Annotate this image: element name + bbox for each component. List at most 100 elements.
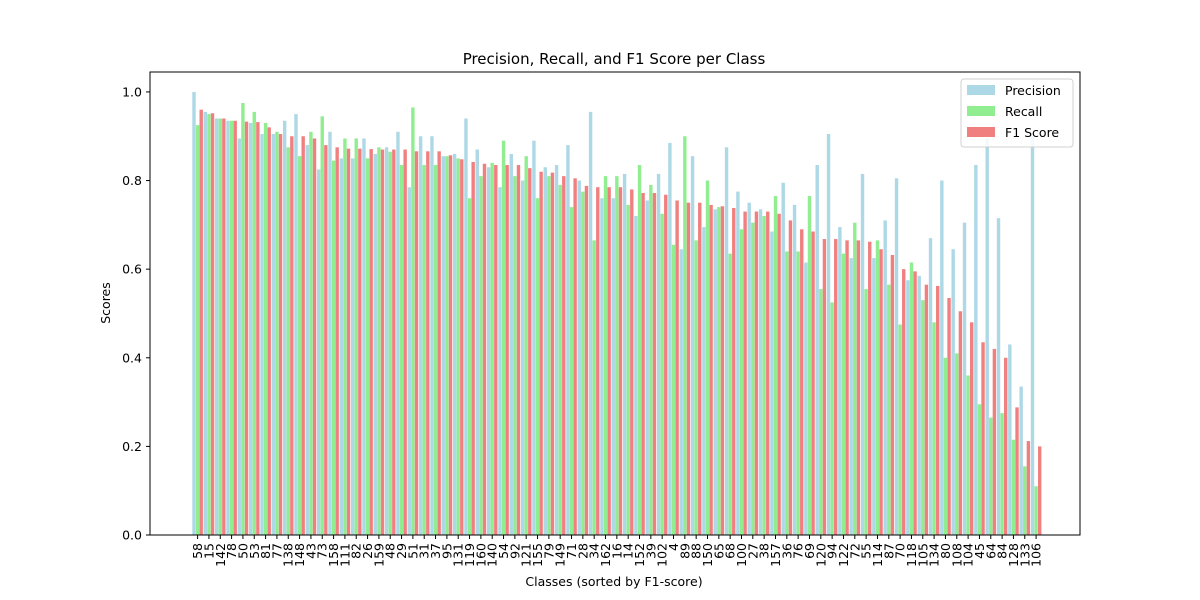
bar-precision-27 — [747, 202, 751, 535]
x-tick-label: 15 — [201, 543, 216, 559]
bar-recall-28 — [581, 191, 585, 535]
bar-precision-51 — [407, 187, 411, 535]
x-tick-label: 80 — [938, 543, 953, 559]
bar-precision-128 — [1008, 344, 1012, 535]
x-tick-label: 111 — [337, 543, 352, 567]
bar-f1-score-108 — [958, 311, 963, 535]
bar-precision-54 — [498, 187, 502, 535]
bar-precision-26 — [362, 138, 366, 535]
bar-f1-score-71 — [573, 178, 577, 535]
bar-f1-score-68 — [732, 208, 736, 535]
bar-precision-37 — [430, 136, 434, 536]
bar-f1-score-149 — [562, 176, 566, 535]
bar-precision-65 — [713, 209, 717, 535]
bar-f1-score-118 — [913, 271, 917, 535]
bar-precision-53 — [248, 122, 253, 535]
x-tick-label: 160 — [473, 543, 488, 567]
x-tick-label: 150 — [700, 543, 715, 567]
bar-f1-score-14 — [630, 189, 634, 535]
bar-f1-score-148 — [301, 136, 305, 536]
x-tick-label: 94 — [825, 543, 840, 559]
y-tick-label: 0.0 — [122, 528, 142, 543]
x-tick-label: 39 — [643, 543, 658, 559]
bar-recall-89 — [683, 136, 687, 536]
bar-f1-score-69 — [811, 231, 815, 535]
x-tick-label: 68 — [723, 543, 738, 559]
bar-recall-71 — [569, 207, 574, 535]
bar-precision-122 — [838, 227, 842, 535]
bar-f1-score-122 — [845, 240, 849, 536]
legend-label-precision: Precision — [1005, 83, 1061, 98]
x-tick-label: 78 — [224, 543, 239, 559]
bar-recall-149 — [558, 184, 562, 536]
bar-f1-score-152 — [641, 192, 645, 535]
bar-f1-score-36 — [788, 220, 793, 535]
x-tick-label: 121 — [519, 543, 534, 567]
bar-recall-73 — [320, 116, 324, 535]
bar-f1-score-51 — [414, 151, 419, 535]
x-tick-label: 58 — [190, 543, 205, 559]
x-tick-label: 158 — [326, 543, 341, 567]
y-tick-label: 0.2 — [122, 439, 142, 454]
bar-recall-131 — [456, 158, 460, 535]
bar-precision-106 — [1030, 136, 1035, 536]
bar-precision-158 — [328, 131, 332, 535]
bar-recall-106 — [1034, 486, 1038, 535]
legend-label-f1-score: F1 Score — [1005, 125, 1059, 140]
bar-f1-score-38 — [766, 211, 770, 535]
bar-f1-score-119 — [471, 161, 475, 535]
x-tick-label: 69 — [802, 543, 817, 559]
bar-f1-score-92 — [516, 165, 521, 536]
x-tick-label: 87 — [881, 543, 896, 559]
x-tick-label: 95 — [439, 543, 454, 559]
bar-recall-84 — [1000, 413, 1004, 535]
x-tick-label: 36 — [779, 543, 794, 559]
x-tick-label: 38 — [757, 543, 772, 559]
bar-recall-121 — [524, 156, 528, 535]
bar-f1-score-105 — [924, 284, 929, 535]
bar-f1-score-131 — [460, 159, 464, 535]
bar-precision-111 — [339, 158, 343, 535]
bar-recall-34 — [592, 240, 596, 536]
bar-f1-score-79 — [550, 172, 555, 535]
bar-recall-45 — [977, 404, 982, 535]
bar-recall-94 — [830, 302, 834, 535]
bar-precision-14 — [622, 173, 627, 535]
x-tick-label: 148 — [292, 543, 307, 567]
bar-recall-31 — [422, 165, 426, 536]
bar-precision-16 — [611, 198, 615, 535]
bar-precision-72 — [849, 258, 853, 535]
x-tick-label: 162 — [598, 543, 613, 567]
bar-precision-64 — [985, 138, 989, 535]
bar-precision-162 — [600, 198, 604, 535]
bar-precision-148 — [294, 114, 298, 535]
x-tick-label: 48 — [383, 543, 398, 559]
bar-precision-140 — [486, 167, 491, 535]
legend: Precision Recall F1 Score — [960, 78, 1074, 148]
bar-precision-119 — [464, 118, 468, 536]
bar-f1-score-65 — [720, 206, 725, 535]
bar-recall-120 — [819, 289, 823, 535]
bar-f1-score-26 — [369, 149, 373, 535]
bar-f1-score-160 — [482, 163, 487, 535]
bar-f1-score-78 — [233, 120, 237, 536]
bar-precision-138 — [282, 120, 287, 536]
x-tick-label: 122 — [836, 543, 851, 567]
bar-recall-77 — [275, 131, 279, 535]
bar-recall-134 — [932, 322, 936, 535]
bar-precision-150 — [702, 227, 706, 535]
bar-recall-36 — [785, 251, 789, 535]
bar-f1-score-77 — [278, 134, 283, 535]
bar-precision-81 — [260, 134, 264, 535]
bar-recall-108 — [955, 353, 959, 535]
bar-precision-4 — [668, 142, 672, 535]
bar-recall-53 — [252, 111, 256, 535]
bar-recall-128 — [1011, 439, 1016, 535]
legend-swatch-f1-score — [967, 127, 995, 137]
x-tick-label: 29 — [394, 543, 409, 559]
bar-recall-162 — [603, 176, 608, 535]
bar-f1-score-15 — [210, 113, 215, 535]
bar-f1-score-29 — [403, 149, 407, 536]
bar-recall-16 — [615, 176, 619, 535]
bar-precision-87 — [883, 220, 887, 535]
